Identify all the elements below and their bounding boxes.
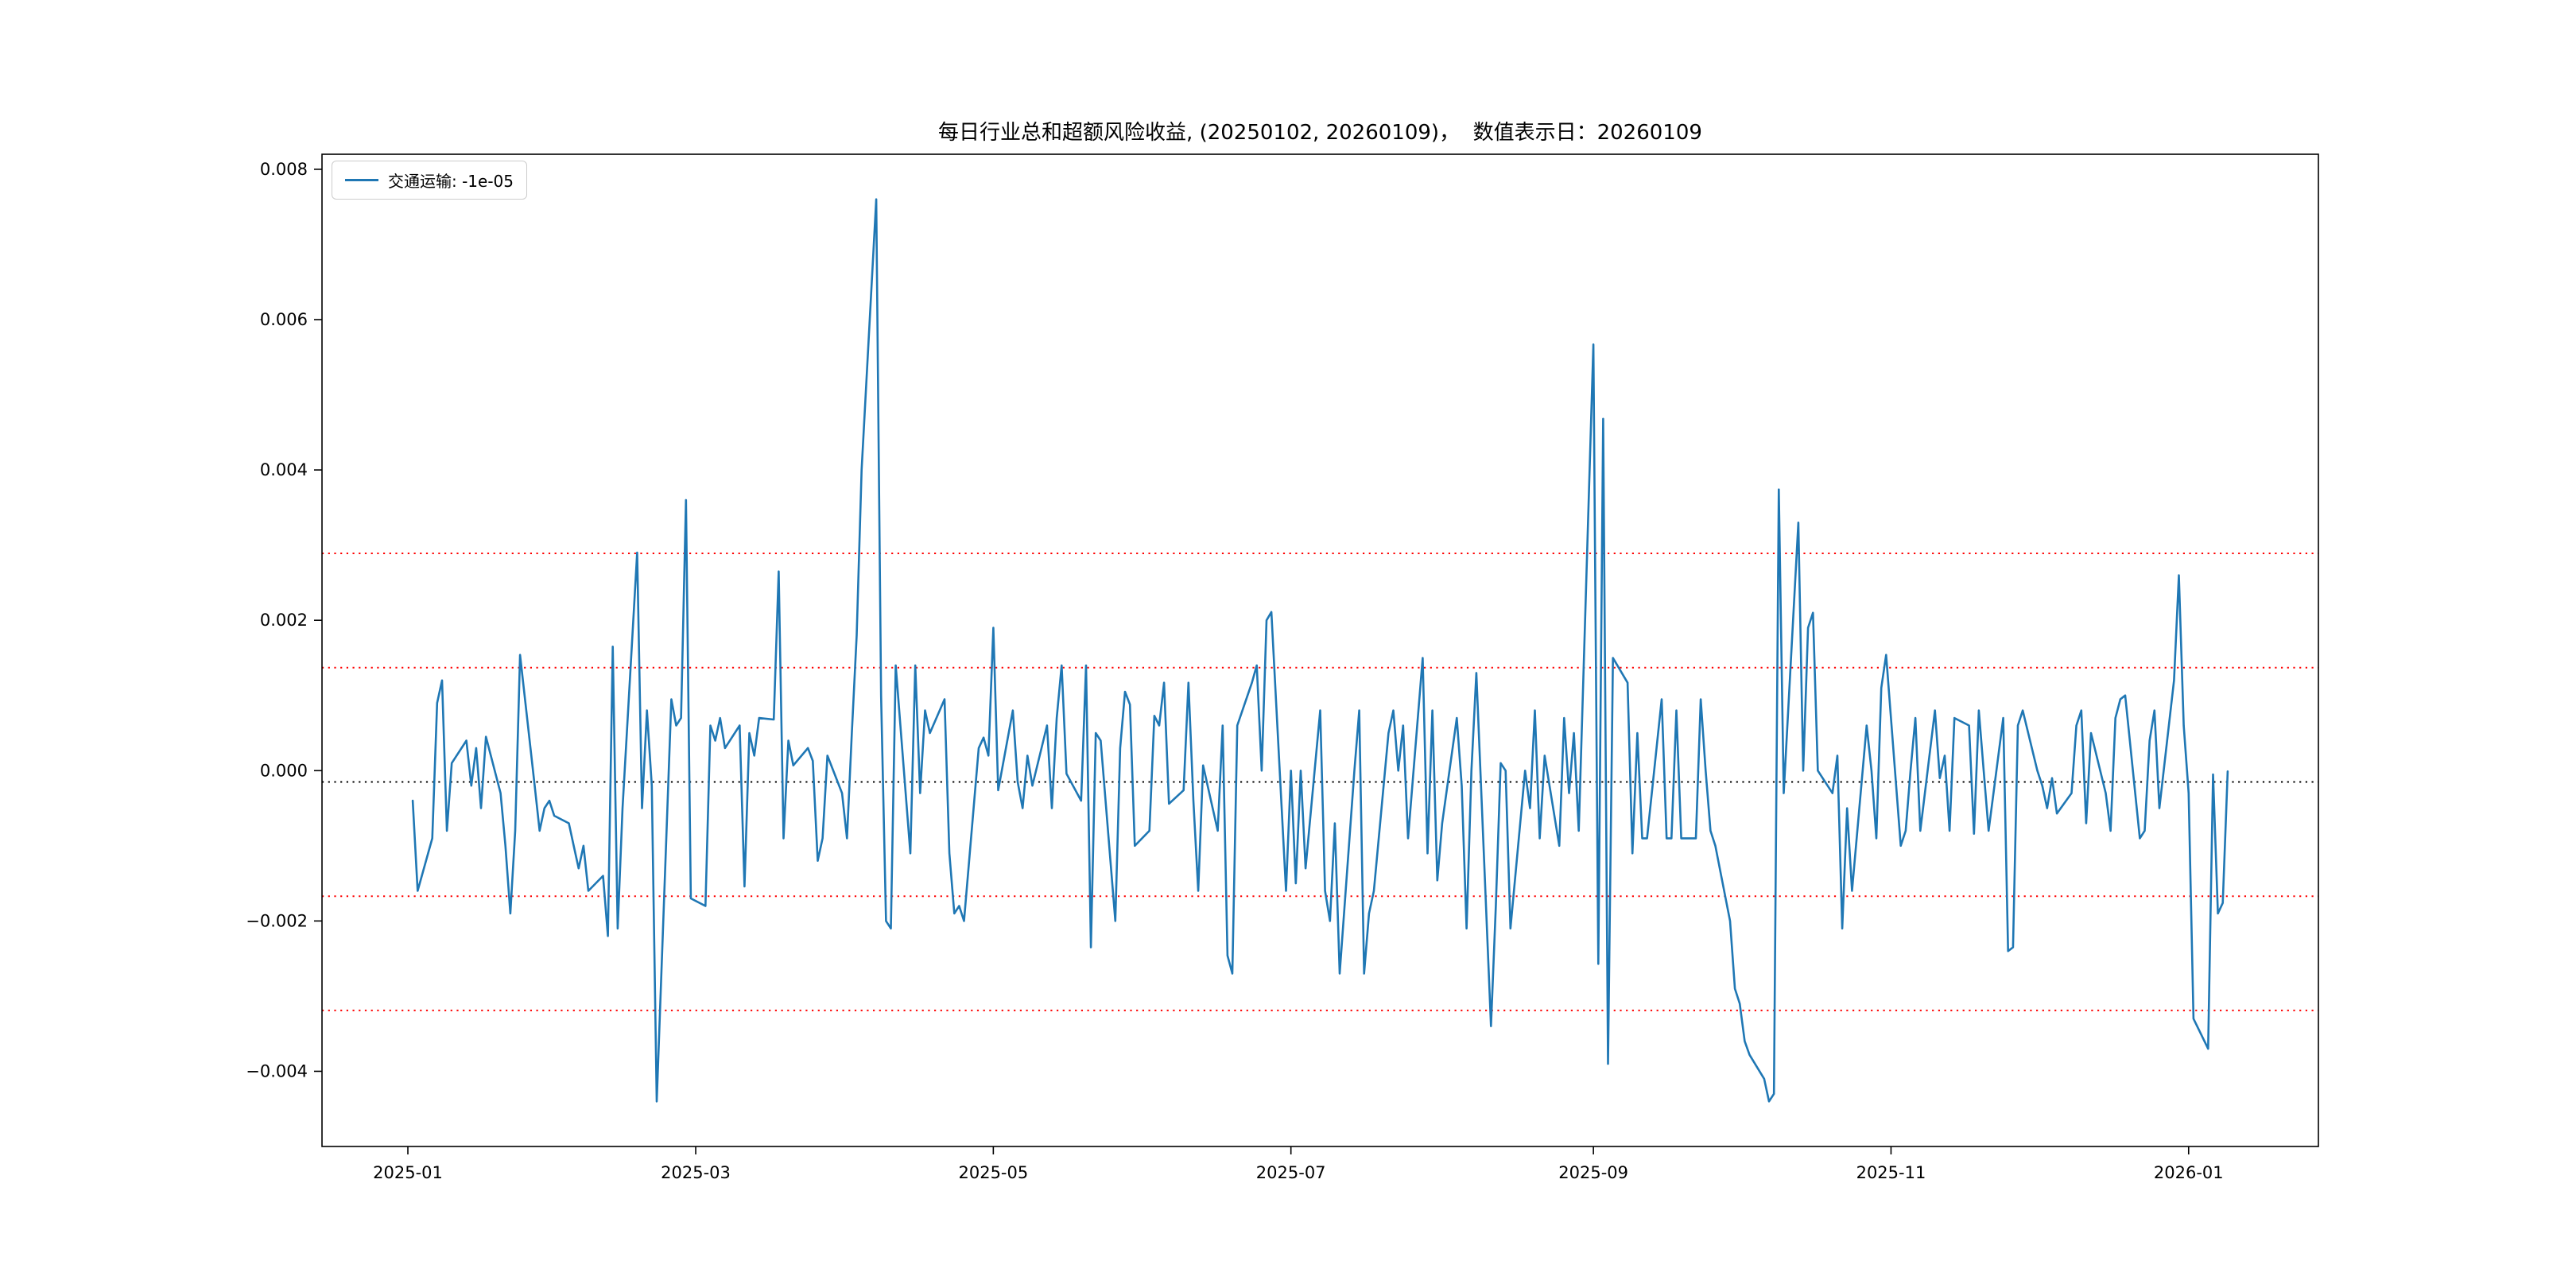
x-tick-label: 2025-11 xyxy=(1856,1163,1926,1182)
x-tick-label: 2026-01 xyxy=(2154,1163,2224,1182)
legend: 交通运输: -1e-05 xyxy=(332,161,528,200)
plot-frame xyxy=(321,153,2319,1147)
x-tick-label: 2025-01 xyxy=(373,1163,443,1182)
y-tick-label: 0.000 xyxy=(260,761,308,780)
x-tick-label: 2025-03 xyxy=(661,1163,731,1182)
legend-line-sample xyxy=(345,179,378,181)
y-tick-label: 0.004 xyxy=(260,460,308,479)
legend-label: 交通运输: -1e-05 xyxy=(388,172,514,191)
chart-title: 每日行业总和超额风险收益, (20250102, 20260109)， 数值表示… xyxy=(938,121,1702,145)
y-tick-label: 0.006 xyxy=(260,310,308,329)
x-tick-label: 2025-07 xyxy=(1256,1163,1326,1182)
x-tick-label: 2025-05 xyxy=(958,1163,1028,1182)
y-tick-label: −0.002 xyxy=(246,911,308,930)
y-tick-label: −0.004 xyxy=(246,1061,308,1080)
series-line xyxy=(411,198,2229,1103)
y-tick-label: 0.008 xyxy=(260,160,308,179)
x-tick-label: 2025-09 xyxy=(1558,1163,1628,1182)
y-tick-label: 0.002 xyxy=(260,611,308,630)
